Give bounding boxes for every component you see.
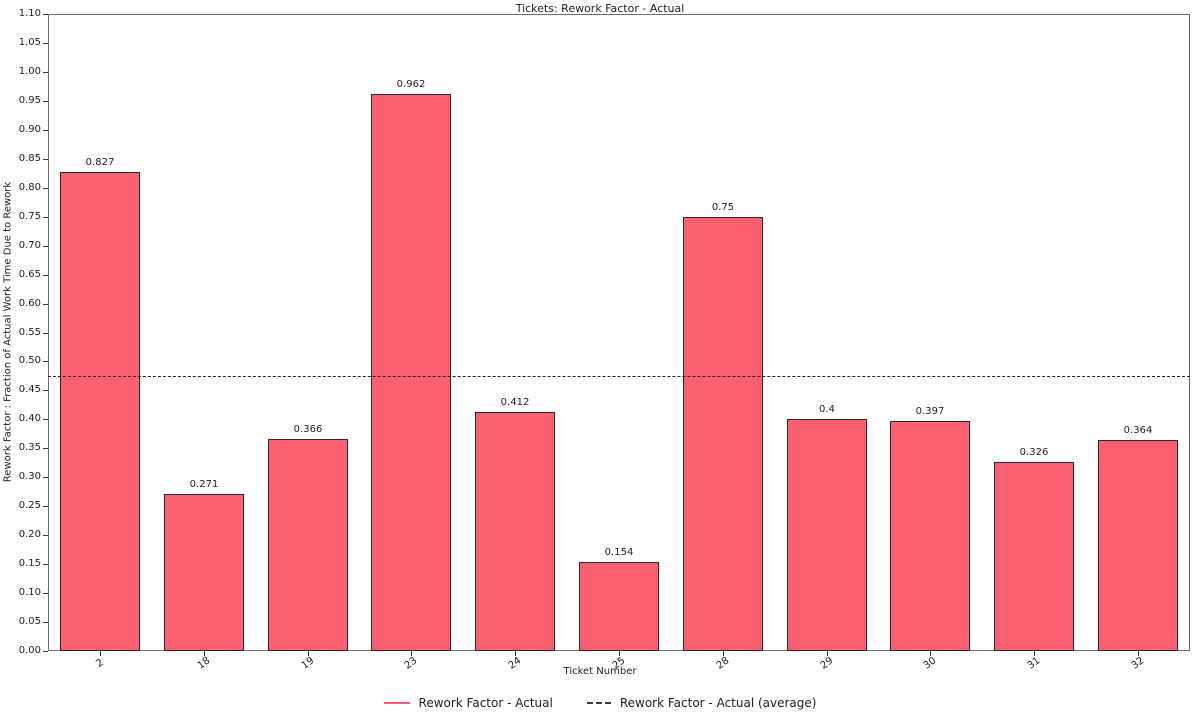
chart-title: Tickets: Rework Factor - Actual [515, 2, 685, 15]
y-tick-mark [43, 130, 48, 131]
y-tick-label: 0.70 [18, 240, 41, 251]
y-tick-mark [43, 246, 48, 247]
x-tick-mark [827, 651, 828, 656]
x-tick-mark [411, 651, 412, 656]
x-tick-mark [930, 651, 931, 656]
y-tick-mark [43, 390, 48, 391]
legend: Rework Factor - Actual Rework Factor - A… [0, 696, 1200, 710]
bar [890, 421, 970, 651]
y-tick-label: 0.85 [18, 153, 41, 164]
y-tick-label: 0.65 [18, 269, 41, 280]
y-tick-mark [43, 14, 48, 15]
legend-label-actual: Rework Factor - Actual [418, 696, 553, 710]
y-tick-mark [43, 72, 48, 73]
bar [579, 562, 659, 651]
bar-value-label: 0.4 [819, 404, 835, 415]
y-tick-mark [43, 304, 48, 305]
bar-value-label: 0.326 [1019, 447, 1049, 458]
y-tick-label: 0.75 [18, 211, 41, 222]
y-tick-label: 0.90 [18, 124, 41, 135]
x-tick-mark [1138, 651, 1139, 656]
y-tick-mark [43, 477, 48, 478]
bar [164, 494, 244, 651]
y-tick-mark [43, 361, 48, 362]
x-tick-mark [723, 651, 724, 656]
y-tick-label: 0.05 [18, 616, 41, 627]
y-tick-label: 0.95 [18, 95, 41, 106]
bar [994, 462, 1074, 651]
y-tick-label: 0.25 [18, 500, 41, 511]
y-tick-label: 0.45 [18, 384, 41, 395]
y-tick-label: 0.00 [18, 645, 41, 656]
y-tick-mark [43, 564, 48, 565]
y-tick-label: 0.10 [18, 587, 41, 598]
bar-value-label: 0.271 [189, 479, 219, 490]
bar-value-label: 0.412 [500, 397, 530, 408]
bar-value-label: 0.827 [85, 157, 115, 168]
y-tick-mark [43, 448, 48, 449]
y-tick-label: 0.35 [18, 442, 41, 453]
legend-item-average: Rework Factor - Actual (average) [586, 696, 817, 710]
y-tick-label: 0.55 [18, 327, 41, 338]
y-tick-label: 0.20 [18, 529, 41, 540]
y-tick-mark [43, 43, 48, 44]
y-tick-mark [43, 593, 48, 594]
y-tick-mark [43, 159, 48, 160]
x-tick-mark [619, 651, 620, 656]
bar [475, 412, 555, 651]
y-tick-label: 0.50 [18, 355, 41, 366]
x-tick-mark [515, 651, 516, 656]
y-tick-mark [43, 622, 48, 623]
y-tick-mark [43, 275, 48, 276]
average-line-swatch [586, 702, 611, 704]
y-tick-label: 1.05 [18, 37, 41, 48]
bar [60, 172, 140, 651]
bar-series-swatch [383, 702, 410, 704]
bar [371, 94, 451, 651]
y-tick-label: 0.30 [18, 471, 41, 482]
bar-value-label: 0.962 [396, 79, 426, 90]
bar-value-label: 0.154 [604, 547, 634, 558]
y-tick-mark [43, 217, 48, 218]
bar-value-label: 0.397 [915, 406, 945, 417]
x-tick-mark [204, 651, 205, 656]
average-line [48, 376, 1190, 377]
y-tick-mark [43, 419, 48, 420]
y-tick-label: 1.10 [18, 8, 41, 19]
y-tick-mark [43, 333, 48, 334]
bar-value-label: 0.75 [711, 202, 735, 213]
y-tick-mark [43, 506, 48, 507]
y-tick-mark [43, 651, 48, 652]
y-tick-label: 0.15 [18, 558, 41, 569]
x-tick-mark [308, 651, 309, 656]
y-tick-label: 0.60 [18, 298, 41, 309]
bar-value-label: 0.366 [293, 424, 323, 435]
legend-label-average: Rework Factor - Actual (average) [619, 696, 817, 710]
y-tick-label: 0.80 [18, 182, 41, 193]
bar [787, 419, 867, 651]
bar [683, 217, 763, 651]
x-tick-mark [1034, 651, 1035, 656]
bar [268, 439, 348, 651]
bar-value-label: 0.364 [1123, 425, 1153, 436]
bar [1098, 440, 1178, 651]
y-tick-label: 0.40 [18, 413, 41, 424]
y-tick-label: 1.00 [18, 66, 41, 77]
x-tick-mark [100, 651, 101, 656]
x-axis-label: Ticket Number [563, 666, 637, 677]
y-tick-mark [43, 188, 48, 189]
y-tick-mark [43, 535, 48, 536]
legend-item-actual: Rework Factor - Actual [383, 696, 553, 710]
y-tick-mark [43, 101, 48, 102]
